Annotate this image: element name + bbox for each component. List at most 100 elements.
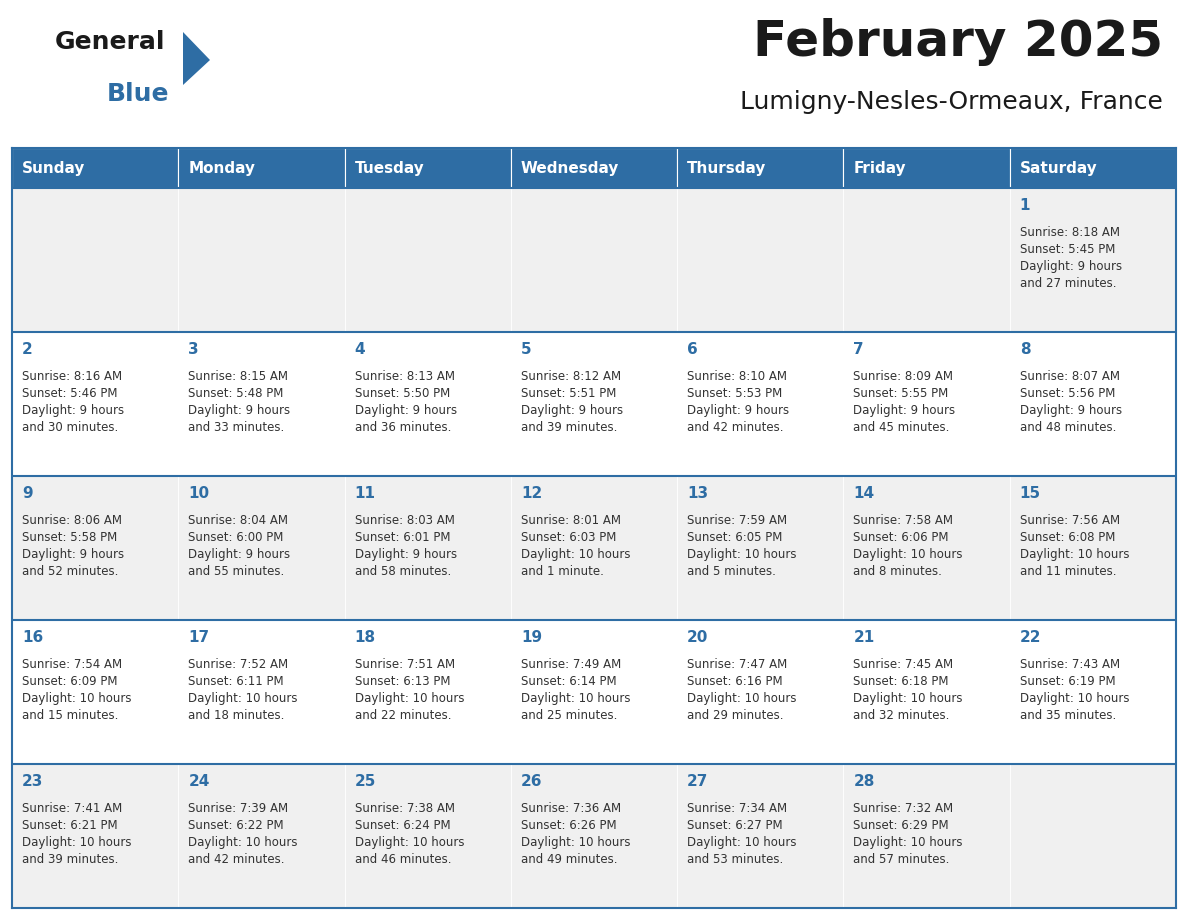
Text: 8: 8 — [1019, 342, 1030, 357]
Text: 7: 7 — [853, 342, 864, 357]
Bar — [345, 188, 511, 332]
Text: Sunrise: 7:32 AM
Sunset: 6:29 PM
Daylight: 10 hours
and 57 minutes.: Sunrise: 7:32 AM Sunset: 6:29 PM Dayligh… — [853, 802, 963, 866]
Text: Sunrise: 7:39 AM
Sunset: 6:22 PM
Daylight: 10 hours
and 42 minutes.: Sunrise: 7:39 AM Sunset: 6:22 PM Dayligh… — [188, 802, 298, 866]
Text: 5: 5 — [520, 342, 531, 357]
Text: Thursday: Thursday — [687, 161, 766, 175]
Bar — [12, 148, 178, 188]
Text: Tuesday: Tuesday — [354, 161, 424, 175]
Bar — [843, 620, 1010, 764]
Text: 19: 19 — [520, 630, 542, 645]
Bar — [511, 476, 677, 620]
Bar — [843, 764, 1010, 908]
Text: Sunrise: 7:59 AM
Sunset: 6:05 PM
Daylight: 10 hours
and 5 minutes.: Sunrise: 7:59 AM Sunset: 6:05 PM Dayligh… — [687, 514, 797, 578]
Bar — [178, 148, 345, 188]
Text: Saturday: Saturday — [1019, 161, 1098, 175]
Bar — [843, 476, 1010, 620]
Text: Sunrise: 7:43 AM
Sunset: 6:19 PM
Daylight: 10 hours
and 35 minutes.: Sunrise: 7:43 AM Sunset: 6:19 PM Dayligh… — [1019, 658, 1130, 722]
Bar — [1010, 188, 1176, 332]
Bar — [1010, 148, 1176, 188]
Text: 25: 25 — [354, 774, 375, 789]
Text: 17: 17 — [188, 630, 209, 645]
Text: Sunrise: 8:12 AM
Sunset: 5:51 PM
Daylight: 9 hours
and 39 minutes.: Sunrise: 8:12 AM Sunset: 5:51 PM Dayligh… — [520, 370, 623, 434]
Text: Sunrise: 8:06 AM
Sunset: 5:58 PM
Daylight: 9 hours
and 52 minutes.: Sunrise: 8:06 AM Sunset: 5:58 PM Dayligh… — [23, 514, 124, 578]
Text: Sunrise: 8:01 AM
Sunset: 6:03 PM
Daylight: 10 hours
and 1 minute.: Sunrise: 8:01 AM Sunset: 6:03 PM Dayligh… — [520, 514, 631, 578]
Bar — [178, 188, 345, 332]
Text: Sunrise: 7:41 AM
Sunset: 6:21 PM
Daylight: 10 hours
and 39 minutes.: Sunrise: 7:41 AM Sunset: 6:21 PM Dayligh… — [23, 802, 132, 866]
Bar — [1010, 764, 1176, 908]
Bar — [345, 476, 511, 620]
Text: 4: 4 — [354, 342, 365, 357]
Text: Sunrise: 8:10 AM
Sunset: 5:53 PM
Daylight: 9 hours
and 42 minutes.: Sunrise: 8:10 AM Sunset: 5:53 PM Dayligh… — [687, 370, 789, 434]
Bar — [345, 620, 511, 764]
Text: 6: 6 — [687, 342, 697, 357]
Bar — [178, 764, 345, 908]
Text: Sunrise: 7:49 AM
Sunset: 6:14 PM
Daylight: 10 hours
and 25 minutes.: Sunrise: 7:49 AM Sunset: 6:14 PM Dayligh… — [520, 658, 631, 722]
Polygon shape — [183, 32, 210, 85]
Bar — [178, 332, 345, 476]
Bar — [511, 764, 677, 908]
Text: Blue: Blue — [107, 82, 170, 106]
Text: Sunrise: 7:38 AM
Sunset: 6:24 PM
Daylight: 10 hours
and 46 minutes.: Sunrise: 7:38 AM Sunset: 6:24 PM Dayligh… — [354, 802, 465, 866]
Text: Sunrise: 8:16 AM
Sunset: 5:46 PM
Daylight: 9 hours
and 30 minutes.: Sunrise: 8:16 AM Sunset: 5:46 PM Dayligh… — [23, 370, 124, 434]
Text: Sunrise: 7:56 AM
Sunset: 6:08 PM
Daylight: 10 hours
and 11 minutes.: Sunrise: 7:56 AM Sunset: 6:08 PM Dayligh… — [1019, 514, 1130, 578]
Text: Sunrise: 8:09 AM
Sunset: 5:55 PM
Daylight: 9 hours
and 45 minutes.: Sunrise: 8:09 AM Sunset: 5:55 PM Dayligh… — [853, 370, 955, 434]
Text: Sunrise: 8:04 AM
Sunset: 6:00 PM
Daylight: 9 hours
and 55 minutes.: Sunrise: 8:04 AM Sunset: 6:00 PM Dayligh… — [188, 514, 290, 578]
Text: Sunrise: 7:45 AM
Sunset: 6:18 PM
Daylight: 10 hours
and 32 minutes.: Sunrise: 7:45 AM Sunset: 6:18 PM Dayligh… — [853, 658, 963, 722]
Bar — [677, 476, 843, 620]
Text: 11: 11 — [354, 486, 375, 501]
Text: Sunrise: 7:36 AM
Sunset: 6:26 PM
Daylight: 10 hours
and 49 minutes.: Sunrise: 7:36 AM Sunset: 6:26 PM Dayligh… — [520, 802, 631, 866]
Text: 10: 10 — [188, 486, 209, 501]
Text: 1: 1 — [1019, 198, 1030, 213]
Text: 9: 9 — [23, 486, 32, 501]
Bar — [511, 148, 677, 188]
Bar — [843, 188, 1010, 332]
Text: 24: 24 — [188, 774, 209, 789]
Bar — [1010, 332, 1176, 476]
Bar — [345, 148, 511, 188]
Text: Sunrise: 7:52 AM
Sunset: 6:11 PM
Daylight: 10 hours
and 18 minutes.: Sunrise: 7:52 AM Sunset: 6:11 PM Dayligh… — [188, 658, 298, 722]
Bar — [12, 620, 178, 764]
Bar — [843, 332, 1010, 476]
Bar — [178, 476, 345, 620]
Text: Sunrise: 8:18 AM
Sunset: 5:45 PM
Daylight: 9 hours
and 27 minutes.: Sunrise: 8:18 AM Sunset: 5:45 PM Dayligh… — [1019, 226, 1121, 290]
Text: 21: 21 — [853, 630, 874, 645]
Bar — [511, 620, 677, 764]
Text: Sunday: Sunday — [23, 161, 86, 175]
Bar — [12, 764, 178, 908]
Text: General: General — [55, 30, 165, 54]
Bar — [511, 188, 677, 332]
Bar — [677, 188, 843, 332]
Bar — [1010, 476, 1176, 620]
Text: 27: 27 — [687, 774, 708, 789]
Text: Friday: Friday — [853, 161, 906, 175]
Bar — [12, 188, 178, 332]
Text: 22: 22 — [1019, 630, 1041, 645]
Text: 13: 13 — [687, 486, 708, 501]
Bar — [345, 764, 511, 908]
Bar — [12, 476, 178, 620]
Text: Monday: Monday — [188, 161, 255, 175]
Text: 14: 14 — [853, 486, 874, 501]
Bar — [12, 332, 178, 476]
Bar — [677, 620, 843, 764]
Text: 12: 12 — [520, 486, 542, 501]
Text: 23: 23 — [23, 774, 44, 789]
Text: 26: 26 — [520, 774, 543, 789]
Bar — [677, 764, 843, 908]
Text: Sunrise: 8:15 AM
Sunset: 5:48 PM
Daylight: 9 hours
and 33 minutes.: Sunrise: 8:15 AM Sunset: 5:48 PM Dayligh… — [188, 370, 290, 434]
Text: 28: 28 — [853, 774, 874, 789]
Bar — [677, 332, 843, 476]
Text: 15: 15 — [1019, 486, 1041, 501]
Bar — [178, 620, 345, 764]
Text: 3: 3 — [188, 342, 198, 357]
Text: Sunrise: 7:47 AM
Sunset: 6:16 PM
Daylight: 10 hours
and 29 minutes.: Sunrise: 7:47 AM Sunset: 6:16 PM Dayligh… — [687, 658, 797, 722]
Text: Sunrise: 7:34 AM
Sunset: 6:27 PM
Daylight: 10 hours
and 53 minutes.: Sunrise: 7:34 AM Sunset: 6:27 PM Dayligh… — [687, 802, 797, 866]
Text: Wednesday: Wednesday — [520, 161, 619, 175]
Text: Sunrise: 7:54 AM
Sunset: 6:09 PM
Daylight: 10 hours
and 15 minutes.: Sunrise: 7:54 AM Sunset: 6:09 PM Dayligh… — [23, 658, 132, 722]
Text: Sunrise: 7:58 AM
Sunset: 6:06 PM
Daylight: 10 hours
and 8 minutes.: Sunrise: 7:58 AM Sunset: 6:06 PM Dayligh… — [853, 514, 963, 578]
Bar — [345, 332, 511, 476]
Text: Sunrise: 8:03 AM
Sunset: 6:01 PM
Daylight: 9 hours
and 58 minutes.: Sunrise: 8:03 AM Sunset: 6:01 PM Dayligh… — [354, 514, 456, 578]
Text: 2: 2 — [23, 342, 33, 357]
Bar — [1010, 620, 1176, 764]
Text: Sunrise: 7:51 AM
Sunset: 6:13 PM
Daylight: 10 hours
and 22 minutes.: Sunrise: 7:51 AM Sunset: 6:13 PM Dayligh… — [354, 658, 465, 722]
